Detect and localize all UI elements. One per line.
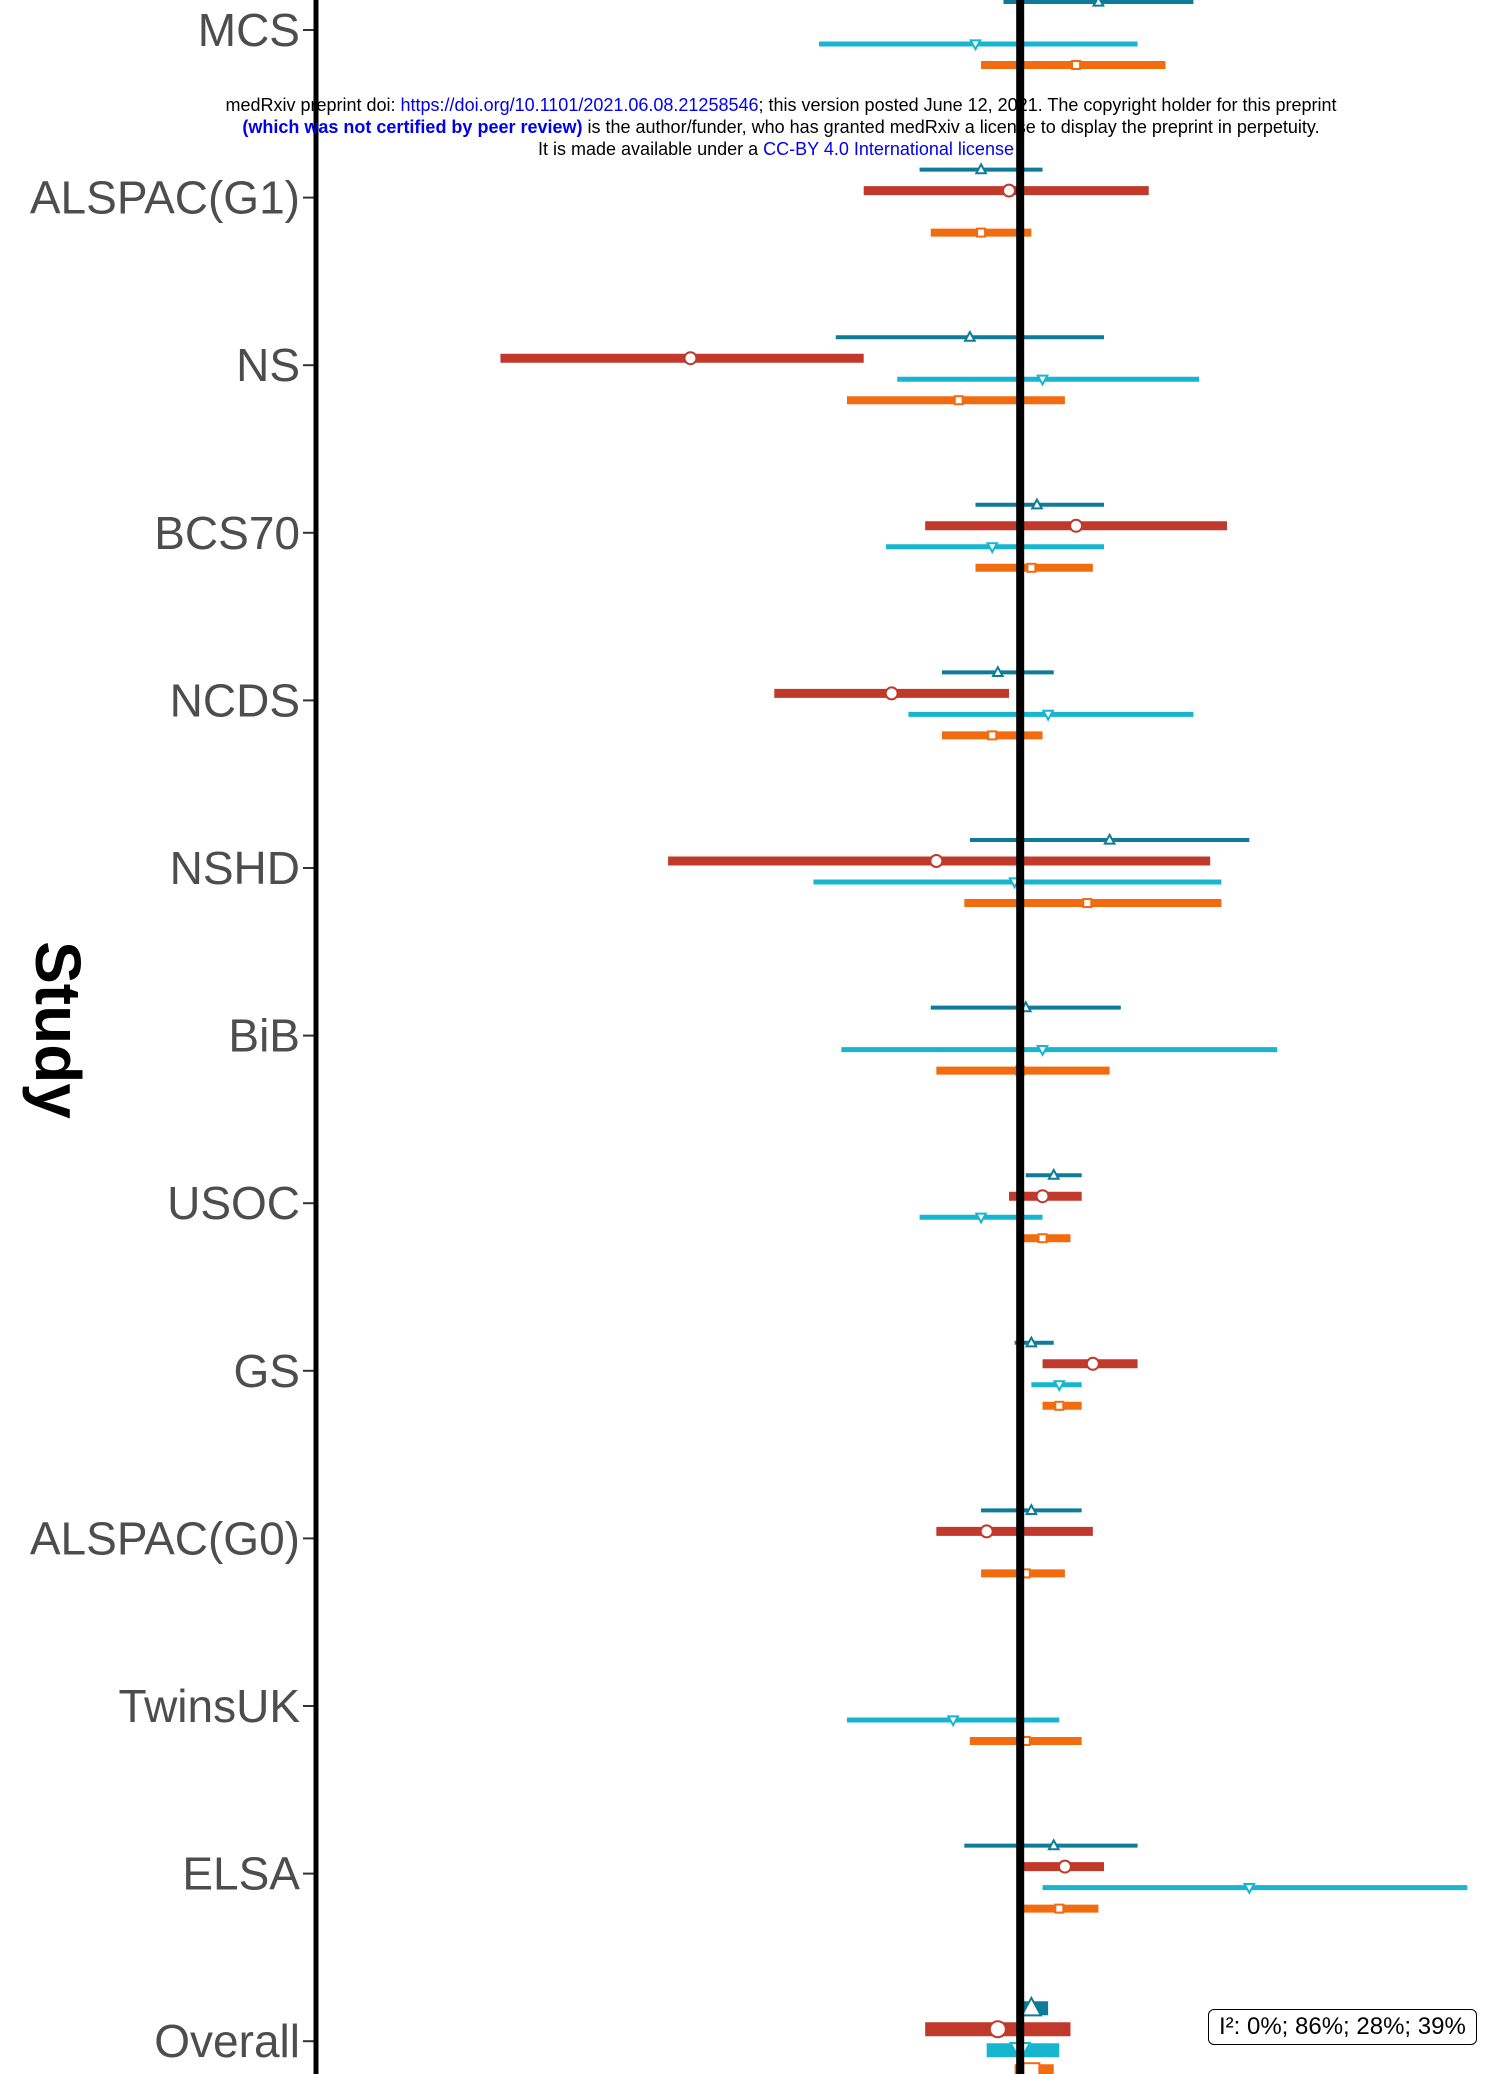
point-estimate [1035, 1189, 1050, 1204]
point-estimate [1036, 1045, 1050, 1057]
point-estimate [1103, 832, 1117, 845]
point-estimate [884, 686, 899, 701]
point-estimate [991, 665, 1005, 677]
point-estimate [1022, 2062, 1041, 2074]
point-estimate [1041, 709, 1055, 722]
banner-line-1: medRxiv preprint doi: https://doi.org/10… [0, 94, 1512, 116]
point-estimate [929, 854, 944, 868]
study-label: BCS70 [154, 507, 300, 559]
point-estimate [1024, 1503, 1038, 1515]
study-labels: MCS ALSPAC(G1) NS BCS70 NCDS NSHD BiB USOC GS ALS… [30, 4, 316, 2067]
study-label: Overall [154, 2015, 300, 2067]
license-link[interactable]: CC-BY 4.0 International license [763, 139, 1014, 159]
point-estimate [1047, 1838, 1061, 1851]
point-estimate [985, 542, 999, 555]
study-label: NS [236, 339, 300, 391]
study-label: NSHD [170, 842, 300, 894]
study-label: GS [234, 1345, 300, 1397]
point-estimate [1024, 1335, 1038, 1348]
confidence-intervals [500, 0, 1468, 2074]
point-estimate [988, 2020, 1007, 2039]
study-label: USOC [167, 1177, 300, 1229]
banner-line-2-rest: is the author/funder, who has granted me… [582, 117, 1320, 137]
point-estimate [1036, 374, 1050, 387]
point-estimate [1047, 1167, 1061, 1180]
point-estimate [1030, 497, 1044, 510]
point-estimate [1002, 183, 1017, 198]
banner-line-1-prefix: medRxiv preprint doi: [225, 95, 401, 115]
point-estimate [1242, 1883, 1256, 1895]
study-label: ALSPAC(G0) [30, 1512, 300, 1564]
point-estimate [976, 227, 987, 238]
point-estimate [683, 351, 698, 366]
study-label: BiB [228, 1010, 300, 1062]
point-estimate [1054, 1903, 1065, 1914]
banner-line-1-suffix: ; this version posted June 12, 2021. The… [758, 95, 1337, 115]
study-label: NCDS [170, 674, 300, 726]
study-label: MCS [198, 4, 300, 56]
point-estimate [1091, 0, 1105, 7]
point-estimate [1054, 1400, 1065, 1411]
point-estimate [1069, 518, 1084, 533]
doi-link[interactable]: https://doi.org/10.1101/2021.06.08.21258… [400, 95, 759, 115]
point-estimate [1020, 1995, 1043, 2017]
point-estimate [1057, 1859, 1072, 1874]
study-label: ALSPAC(G1) [30, 172, 300, 224]
point-estimate [1026, 562, 1037, 573]
point-estimate [1082, 898, 1093, 908]
point-estimate [1071, 60, 1082, 70]
banner-line-3: It is made available under a CC-BY 4.0 I… [0, 138, 1512, 160]
point-estimate [963, 329, 977, 342]
point-estimate [1037, 1233, 1048, 1244]
banner-line-3-prefix: It is made available under a [538, 139, 764, 159]
preprint-banner: medRxiv preprint doi: https://doi.org/10… [0, 94, 1512, 160]
point-estimate [1052, 1380, 1066, 1393]
banner-line-2: (which was not certified by peer review)… [0, 116, 1512, 138]
point-estimate [979, 1524, 994, 1539]
point-estimate [974, 162, 988, 175]
point-estimate [953, 395, 964, 406]
y-axis-title: Study [22, 941, 94, 1119]
point-estimate [987, 730, 998, 741]
point-estimate [968, 39, 982, 52]
study-label: ELSA [182, 1848, 300, 1900]
peer-review-notice: (which was not certified by peer review) [242, 117, 583, 137]
study-label: TwinsUK [119, 1680, 301, 1732]
banner-line-3-suffix: . [1013, 139, 1024, 159]
heterogeneity-box: I²: 0%; 86%; 28%; 39% [1208, 2009, 1477, 2045]
point-estimate [946, 1715, 960, 1728]
point-estimate [1085, 1356, 1100, 1371]
point-estimate [974, 1212, 988, 1225]
